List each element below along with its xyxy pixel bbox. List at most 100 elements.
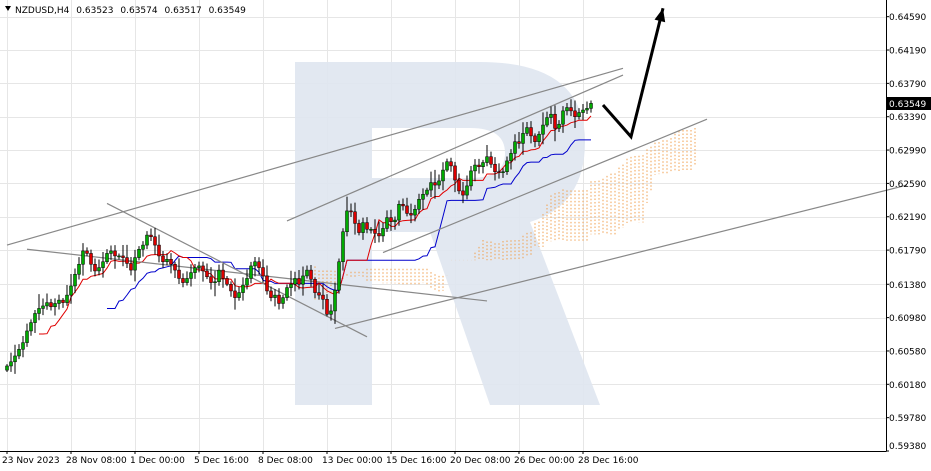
trend-line[interactable] (382, 118, 708, 254)
forecast-path (601, 7, 665, 140)
candle (205, 263, 209, 280)
candle-body (169, 259, 173, 265)
candle-body (193, 267, 197, 273)
candle (461, 181, 465, 204)
candle (313, 277, 317, 299)
candle (421, 188, 425, 210)
candle (25, 323, 29, 347)
candle (417, 193, 421, 215)
candle-body (65, 294, 69, 303)
candle-body (269, 290, 273, 298)
candle-body (69, 285, 73, 296)
candle (565, 102, 569, 116)
candle-body (277, 294, 281, 304)
dropdown-triangle-icon[interactable] (5, 6, 11, 11)
trend-line[interactable] (6, 67, 624, 246)
candle-body (53, 303, 57, 308)
candle-body (517, 141, 521, 144)
candle-body (125, 257, 129, 264)
candle-body (97, 267, 101, 272)
candle (113, 245, 117, 269)
candle-body (501, 171, 505, 173)
candle (585, 101, 589, 115)
candle (465, 175, 469, 200)
candle-body (81, 250, 85, 265)
candle (301, 266, 305, 296)
candle (369, 227, 373, 234)
trend-line[interactable] (286, 74, 624, 222)
trend-line[interactable] (106, 202, 368, 338)
candle (449, 157, 453, 172)
candle-body (45, 302, 49, 307)
candle (333, 282, 337, 324)
x-tick-label: 23 Nov 2023 (2, 456, 60, 466)
candle (97, 259, 101, 276)
candle (469, 165, 473, 191)
candle (457, 173, 461, 195)
candle-body (369, 229, 373, 231)
candle-body (57, 299, 61, 304)
candle-body (233, 290, 237, 298)
candle (129, 256, 133, 276)
header-open: 0.63523 (76, 6, 113, 16)
candle-body (149, 234, 153, 238)
candle (241, 277, 245, 301)
candle-body (121, 255, 125, 258)
candle (561, 106, 565, 133)
candle (121, 245, 125, 267)
candle (169, 253, 173, 274)
candle (277, 288, 281, 310)
candle-body (485, 156, 489, 163)
candle-body (237, 292, 241, 298)
candle (37, 294, 41, 321)
candle-body (201, 265, 205, 272)
candle (85, 247, 89, 257)
candle (53, 298, 57, 316)
candle (321, 283, 325, 310)
candle (357, 219, 361, 236)
header-close: 0.63549 (209, 6, 246, 16)
candle-body (549, 113, 553, 118)
candle (445, 158, 449, 172)
candle (237, 286, 241, 301)
candle-body (341, 231, 345, 263)
candle-body (553, 113, 557, 129)
candle-body (337, 261, 341, 291)
candle-body (521, 133, 525, 144)
candle-body (497, 171, 501, 173)
x-tick-label: 15 Dec 16:00 (386, 456, 447, 466)
candle (177, 258, 181, 285)
candle (265, 265, 269, 295)
candle-body (477, 164, 481, 167)
candle (581, 103, 585, 120)
trend-line[interactable] (334, 184, 908, 330)
candle (493, 157, 497, 181)
trend-line[interactable] (26, 248, 488, 302)
candle (489, 151, 493, 168)
candle-body (365, 222, 369, 230)
candle-body (361, 222, 365, 233)
y-tick-label: 0.62190 (889, 213, 926, 223)
candle (201, 261, 205, 282)
candle-body (161, 255, 165, 263)
candle (81, 243, 85, 276)
candle (137, 246, 141, 261)
candle-body (209, 276, 213, 283)
candle (577, 108, 581, 120)
candle (65, 285, 69, 306)
header-low: 0.63517 (164, 6, 201, 16)
candle (341, 228, 345, 271)
arrow-head-icon (654, 8, 666, 23)
price-axis: 0.64590 0.64190 0.63790 0.63390 0.62990 0.625… (886, 13, 926, 452)
candle (145, 231, 149, 250)
candle-body (493, 163, 497, 172)
candle-body (73, 274, 77, 287)
candle (173, 261, 177, 279)
candle (33, 309, 37, 334)
candle (329, 304, 333, 321)
candle (501, 168, 505, 178)
candle-body (465, 185, 469, 196)
candle-body (25, 330, 29, 343)
candle-body (461, 190, 465, 196)
candle-body (373, 229, 377, 234)
